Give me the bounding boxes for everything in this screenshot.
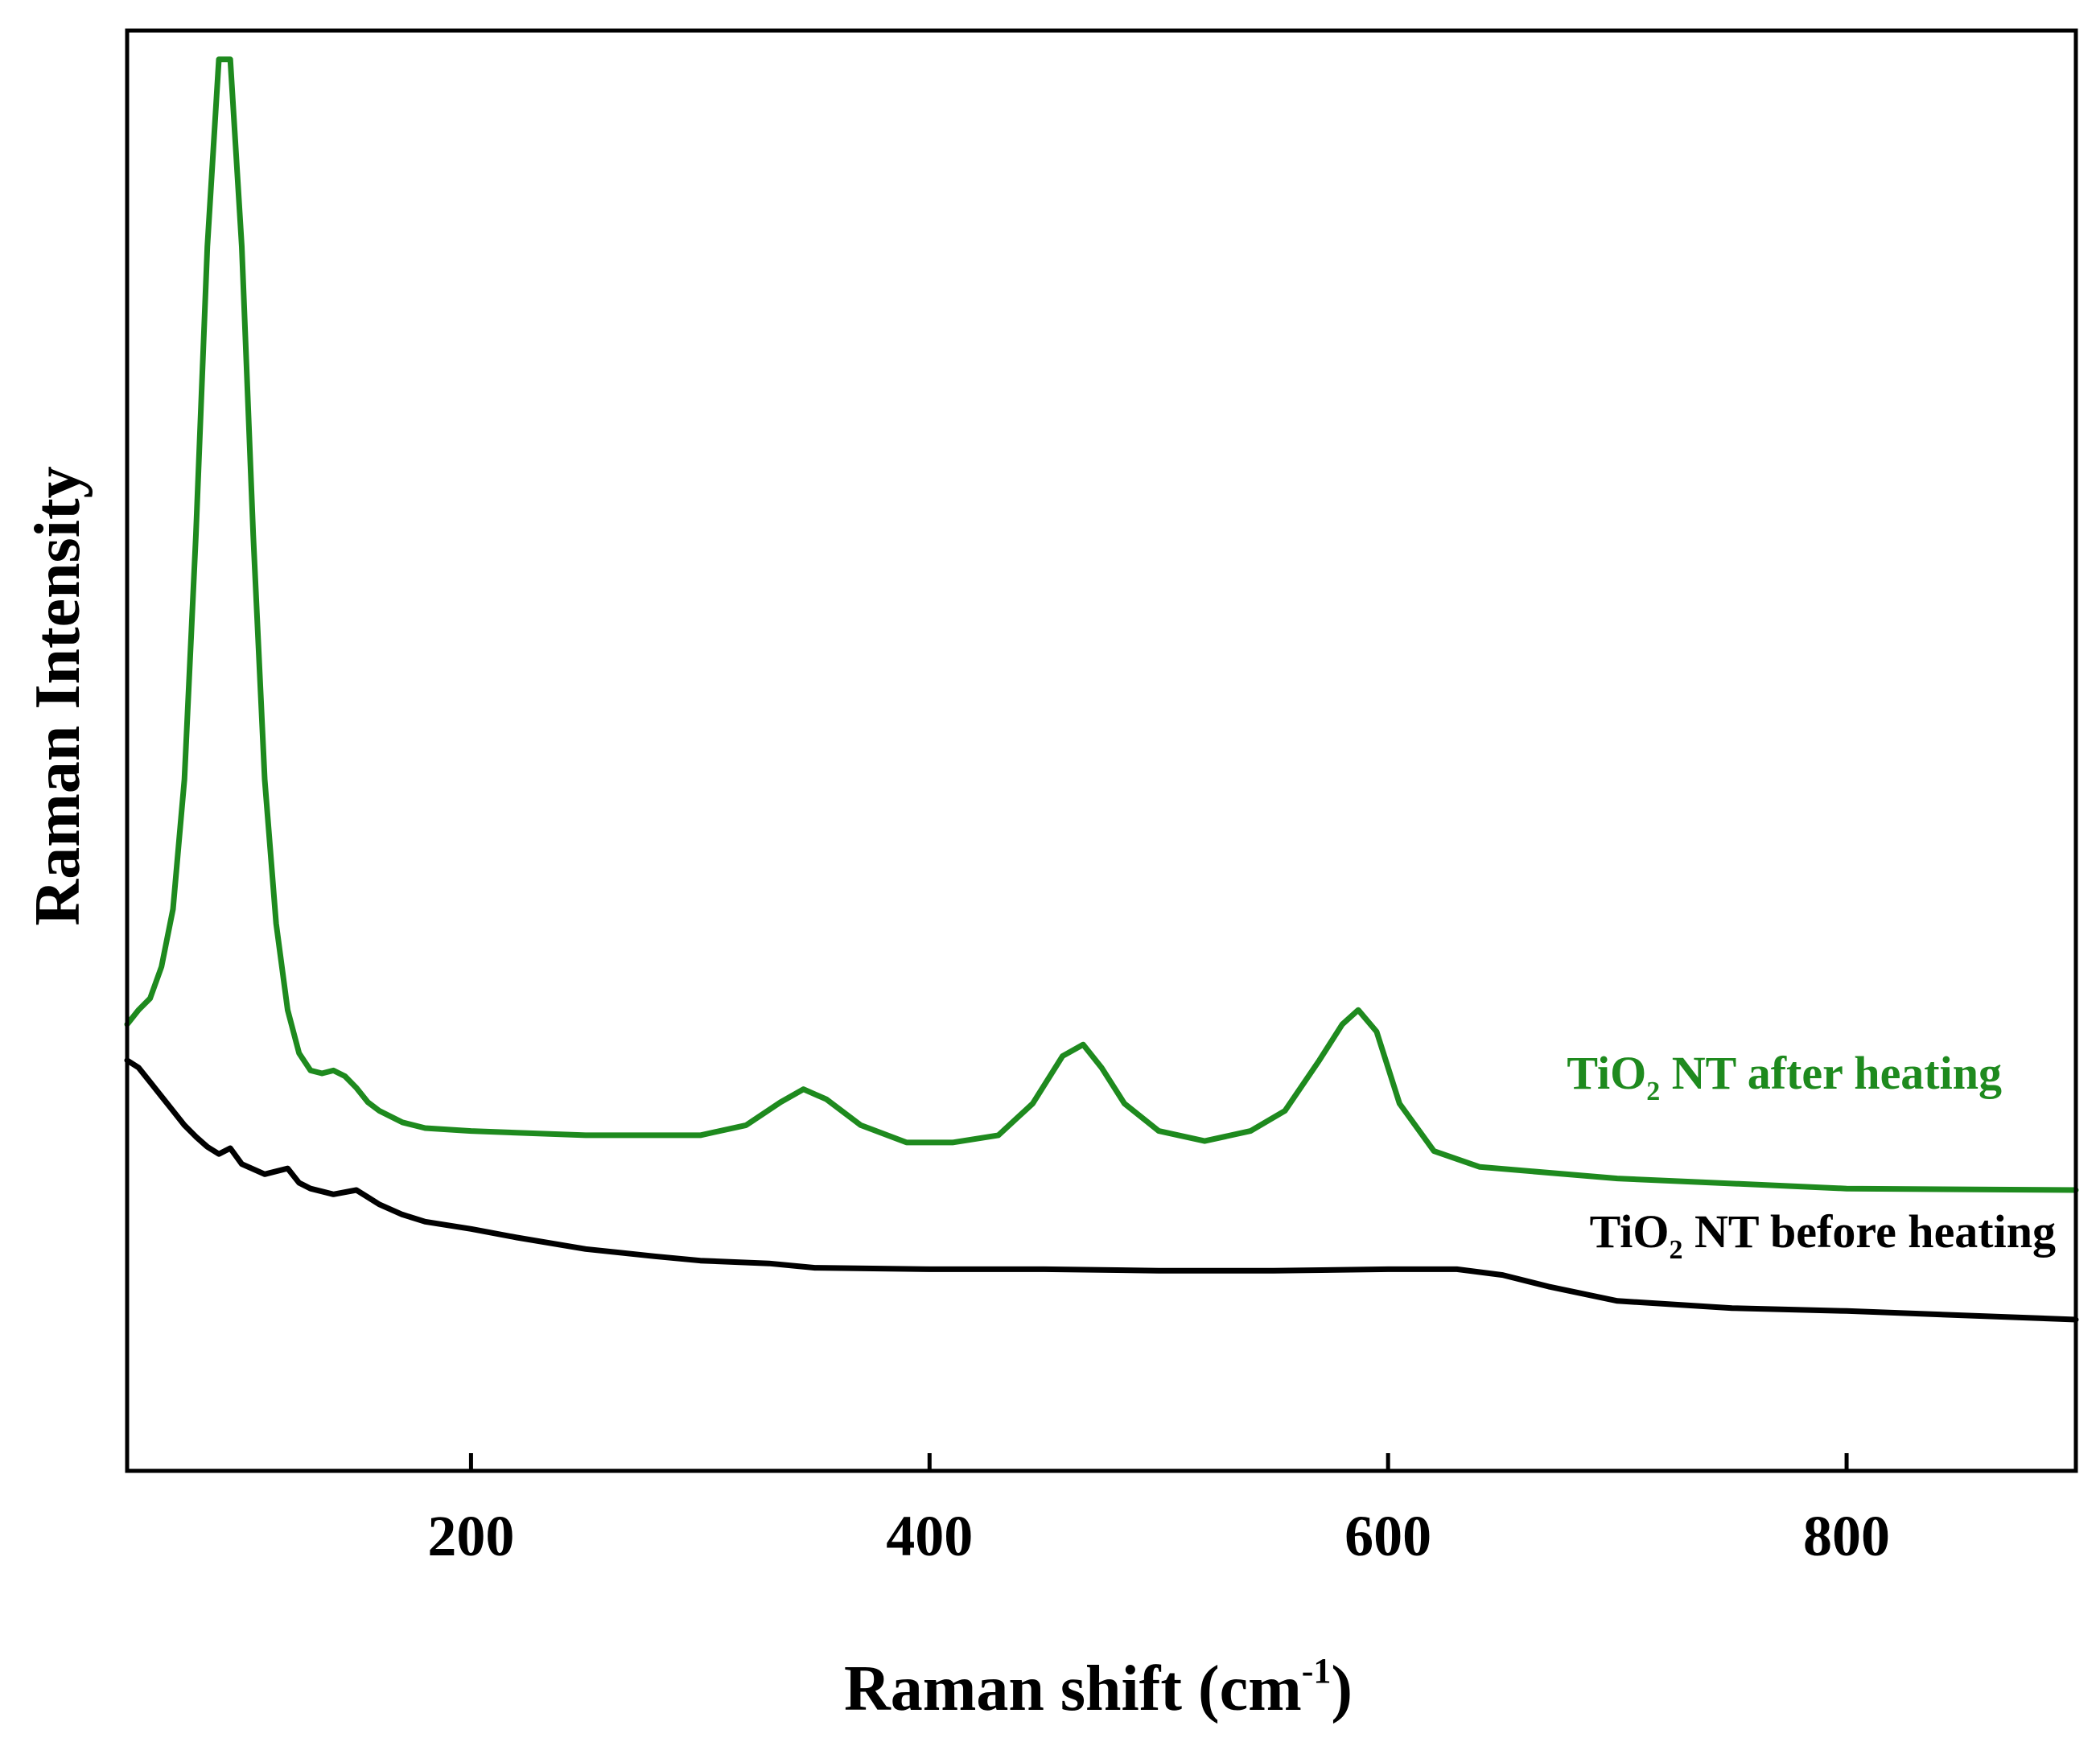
x-axis-title-close: ) (1331, 1654, 1353, 1724)
x-axis-title-main: Raman shift (cm (844, 1654, 1302, 1724)
x-tick-label-400: 400 (886, 1504, 973, 1568)
x-tick-label-200: 200 (427, 1504, 514, 1568)
plot-frame (125, 28, 2078, 1473)
legend-before-heating-subscript: 2 (1670, 1235, 1683, 1265)
y-axis-title: Raman Intensity (23, 466, 93, 925)
x-tick-label-600: 600 (1344, 1504, 1431, 1568)
x-tick-label-800: 800 (1803, 1504, 1890, 1568)
legend-before-heating: TiO2 NT before heating (1590, 1205, 2056, 1265)
legend-after-heating-rest: NT after heating (1660, 1047, 2002, 1099)
plot-area (124, 56, 2079, 1323)
legend-after-heating: TiO2 NT after heating (1567, 1047, 2002, 1106)
legend-after-heating-subscript: 2 (1646, 1077, 1660, 1106)
legend-before-heating-rest: NT before heating (1683, 1205, 2056, 1258)
series-line-after-heating (124, 56, 2079, 1193)
x-axis-tick-labels: 200 400 600 800 (427, 1504, 1890, 1568)
x-axis-ticks (468, 1453, 1849, 1471)
x-axis-title-superscript: -1 (1302, 1651, 1332, 1691)
x-axis-title: Raman shift (cm-1) (844, 1651, 1353, 1724)
series-line-before-heating (124, 1057, 2079, 1323)
legend-before-heating-main: TiO (1590, 1205, 1670, 1258)
legend-after-heating-main: TiO (1567, 1047, 1646, 1099)
